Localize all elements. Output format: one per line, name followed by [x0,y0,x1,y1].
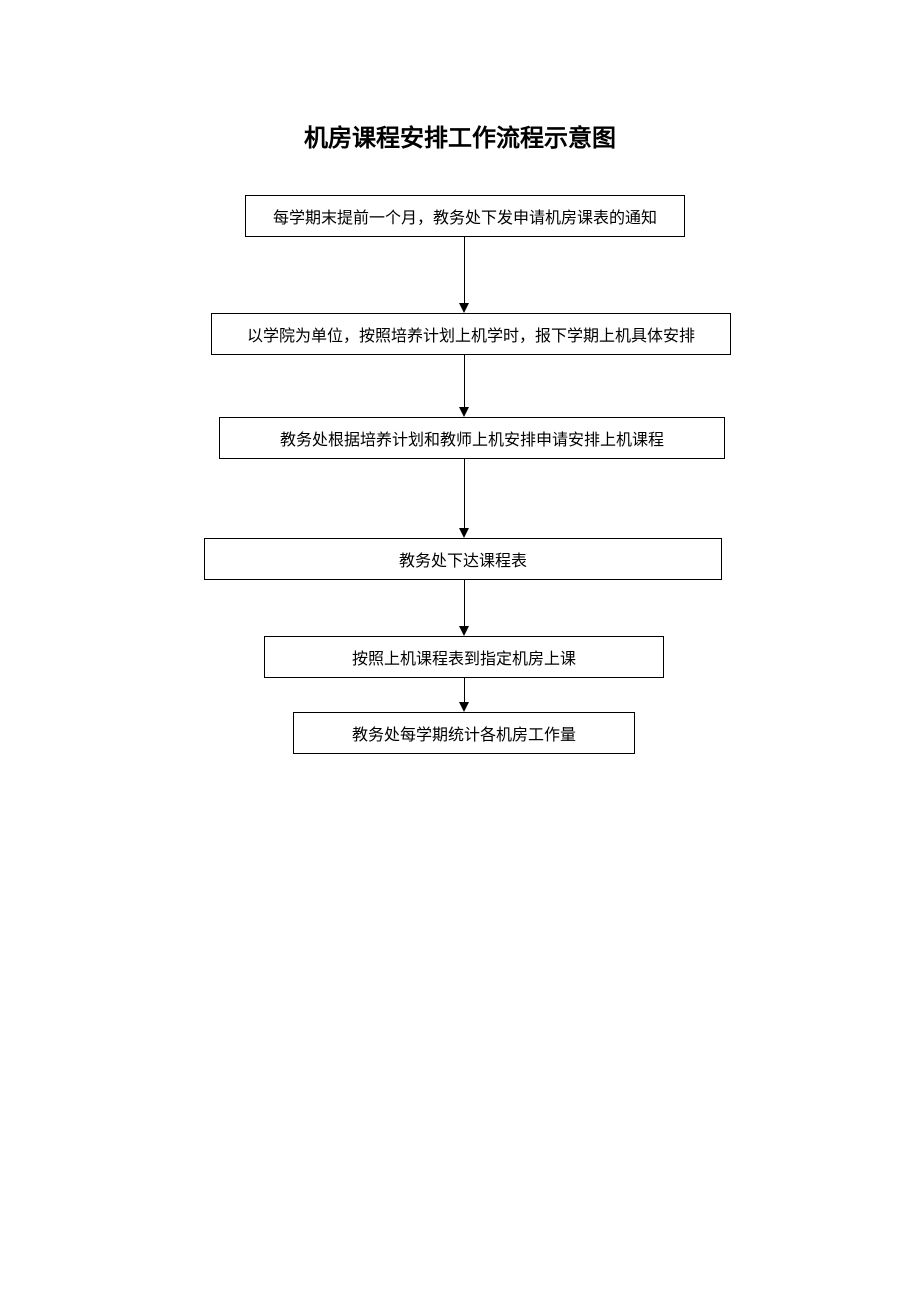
flow-edge [464,580,465,626]
arrow-down-icon [459,407,469,417]
flow-edge [464,459,465,528]
flow-node-label: 按照上机课程表到指定机房上课 [352,645,576,669]
flowchart-container: 每学期末提前一个月，教务处下发申请机房课表的通知以学院为单位，按照培养计划上机学… [0,0,920,1302]
flow-node-label: 每学期末提前一个月，教务处下发申请机房课表的通知 [273,204,657,228]
flow-node-label: 教务处每学期统计各机房工作量 [352,721,576,745]
arrow-down-icon [459,528,469,538]
flow-edge [464,355,465,407]
flow-node: 每学期末提前一个月，教务处下发申请机房课表的通知 [245,195,685,237]
flow-edge [464,678,465,702]
flow-node: 按照上机课程表到指定机房上课 [264,636,664,678]
flow-node: 教务处下达课程表 [204,538,722,580]
flow-node-label: 以学院为单位，按照培养计划上机学时，报下学期上机具体安排 [247,322,695,346]
flow-node: 教务处根据培养计划和教师上机安排申请安排上机课程 [219,417,725,459]
arrow-down-icon [459,626,469,636]
flow-node-label: 教务处下达课程表 [399,547,527,571]
flow-node-label: 教务处根据培养计划和教师上机安排申请安排上机课程 [280,426,664,450]
arrow-down-icon [459,702,469,712]
flow-edge [464,237,465,303]
flow-node: 以学院为单位，按照培养计划上机学时，报下学期上机具体安排 [211,313,731,355]
flow-node: 教务处每学期统计各机房工作量 [293,712,635,754]
arrow-down-icon [459,303,469,313]
